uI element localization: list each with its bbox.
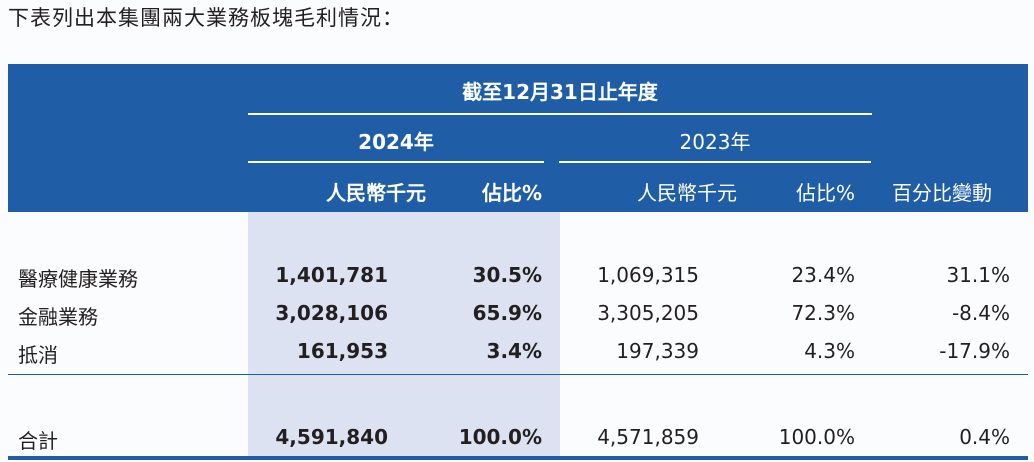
row-label: 醫療健康業務 bbox=[18, 267, 138, 291]
intro-text: 下表列出本集團兩大業務板塊毛利情況： bbox=[8, 6, 404, 30]
row-change: 31.1% bbox=[946, 263, 1010, 287]
col-pct-2024: 佔比% bbox=[481, 181, 542, 205]
bottom-rule bbox=[8, 456, 1028, 460]
total-change: 0.4% bbox=[959, 425, 1010, 449]
highlight-column-2024 bbox=[248, 212, 560, 458]
row-pct-2024: 3.4% bbox=[486, 339, 542, 363]
total-separator bbox=[8, 374, 1028, 375]
total-rmb-2024: 4,591,840 bbox=[275, 425, 388, 449]
row-pct-2024: 65.9% bbox=[472, 301, 542, 325]
row-change: -17.9% bbox=[939, 339, 1010, 363]
row-rmb-2023: 197,339 bbox=[616, 339, 699, 363]
row-pct-2023: 72.3% bbox=[791, 301, 855, 325]
row-pct-2023: 4.3% bbox=[804, 339, 855, 363]
row-label: 金融業務 bbox=[18, 305, 98, 329]
year-2023-rule bbox=[559, 161, 871, 163]
gross-profit-table: 截至12月31日止年度 2024年 2023年 人民幣千元 佔比% 人民幣千元 … bbox=[8, 64, 1028, 462]
year-2024-heading: 2024年 bbox=[358, 130, 434, 154]
period-rule bbox=[248, 113, 872, 115]
row-rmb-2024: 3,028,106 bbox=[275, 301, 388, 325]
row-rmb-2023: 3,305,205 bbox=[597, 301, 699, 325]
col-pct-2023: 佔比% bbox=[795, 181, 855, 205]
row-pct-2023: 23.4% bbox=[791, 263, 855, 287]
row-label: 抵消 bbox=[18, 343, 58, 367]
col-rmb-2024: 人民幣千元 bbox=[326, 181, 426, 205]
row-change: -8.4% bbox=[951, 301, 1010, 325]
year-2023-heading: 2023年 bbox=[679, 130, 751, 154]
period-heading: 截至12月31日止年度 bbox=[462, 80, 658, 104]
total-pct-2023: 100.0% bbox=[778, 425, 855, 449]
col-rmb-2023: 人民幣千元 bbox=[637, 181, 737, 205]
total-label: 合計 bbox=[18, 429, 58, 453]
total-pct-2024: 100.0% bbox=[458, 425, 542, 449]
row-pct-2024: 30.5% bbox=[472, 263, 542, 287]
row-rmb-2023: 1,069,315 bbox=[597, 263, 699, 287]
row-rmb-2024: 1,401,781 bbox=[275, 263, 388, 287]
col-change: 百分比變動 bbox=[892, 181, 992, 205]
total-rmb-2023: 4,571,859 bbox=[597, 425, 699, 449]
row-rmb-2024: 161,953 bbox=[296, 339, 388, 363]
table-header bbox=[8, 64, 1028, 212]
year-2024-rule bbox=[248, 161, 544, 163]
